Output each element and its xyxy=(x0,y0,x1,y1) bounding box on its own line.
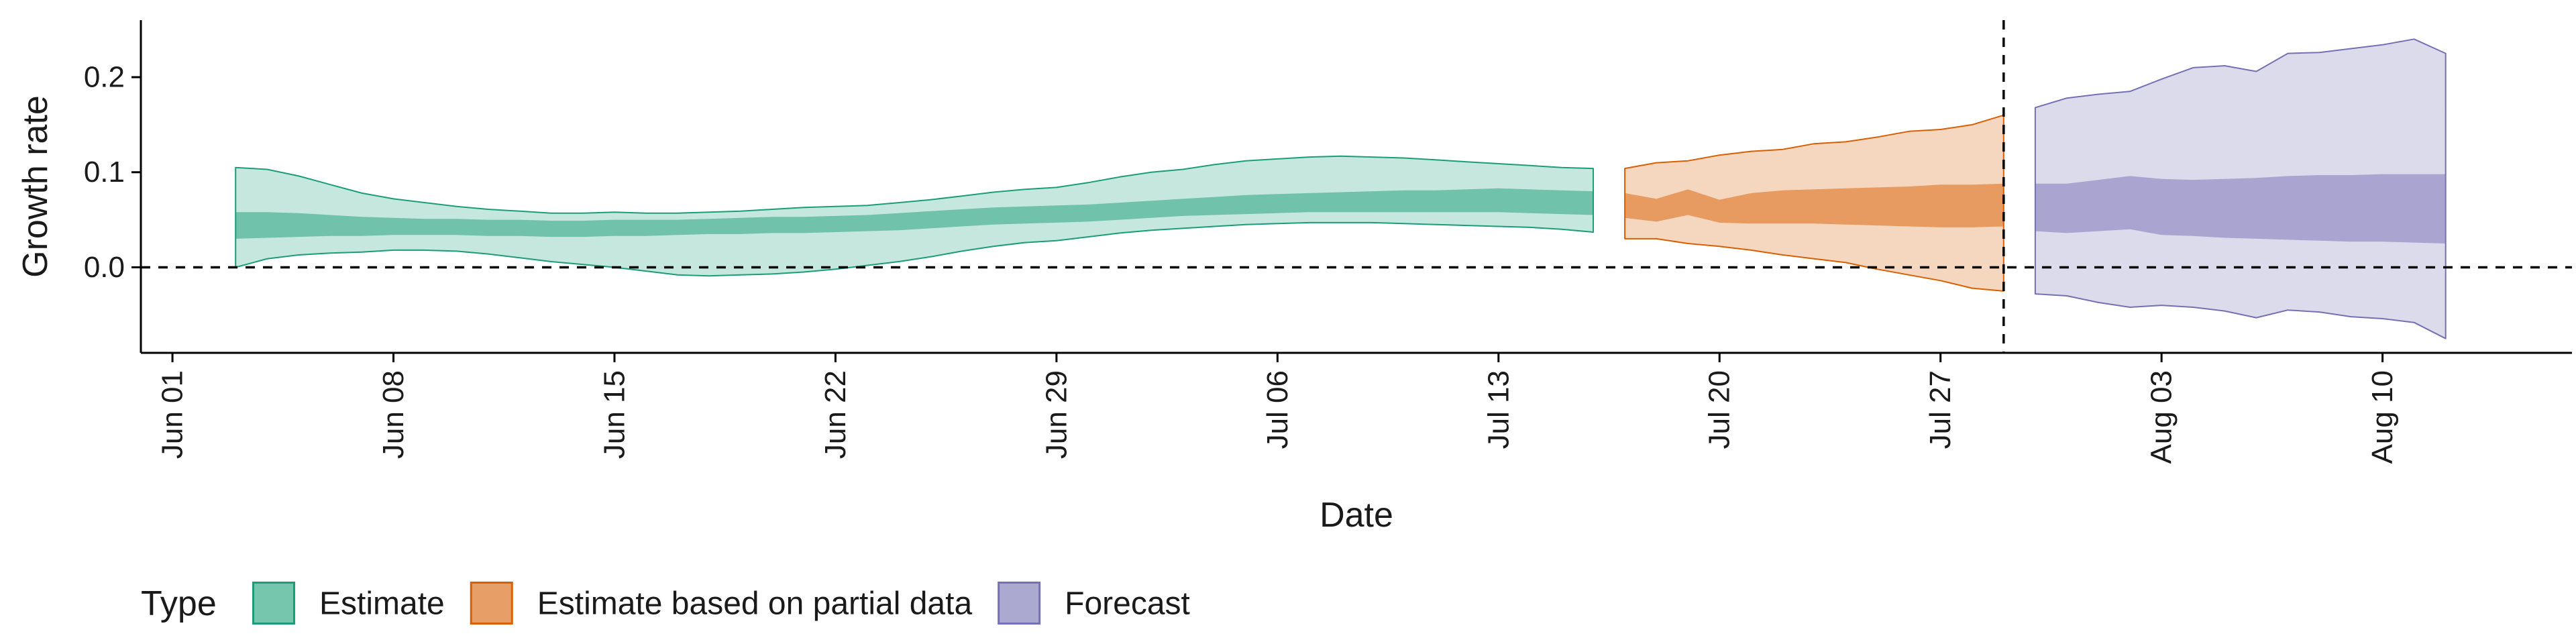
inner-band-estimate xyxy=(235,188,1594,239)
series-bands xyxy=(235,38,2447,339)
x-tick-label: Jun 01 xyxy=(156,370,189,459)
legend-item-forecast: Forecast xyxy=(998,582,1190,625)
legend-key-swatch xyxy=(252,582,295,625)
y-tick-label: 0.1 xyxy=(84,156,125,189)
y-axis-ticks: 0.0 0.1 0.2 xyxy=(84,61,141,284)
legend-key-swatch xyxy=(998,582,1041,625)
x-tick-label: Jul 06 xyxy=(1261,370,1294,449)
x-tick-label: Jun 22 xyxy=(819,370,852,459)
series-forecast xyxy=(2034,38,2447,339)
x-tick-label: Jun 08 xyxy=(377,370,410,459)
reference-lines xyxy=(141,20,2572,353)
series-estimate xyxy=(235,155,1594,277)
legend-item-estimate-based-on-partial-data: Estimate based on partial data xyxy=(470,582,973,625)
x-tick-label: Jul 20 xyxy=(1703,370,1736,449)
inner-band-estimate-based-on-partial-data xyxy=(1625,183,2004,227)
inner-band-forecast xyxy=(2035,174,2446,244)
y-axis-title: Growth rate xyxy=(16,95,55,278)
axes xyxy=(140,20,2572,354)
legend-label: Estimate based on partial data xyxy=(537,586,973,622)
legend-label: Estimate xyxy=(319,586,445,622)
legend-key-swatch xyxy=(470,582,513,625)
legend: Type Estimate Estimate based on partial da… xyxy=(141,582,1190,625)
x-axis-ticks: Jun 01 Jun 08 Jun 15 Jun 22 Jun 29 Jul 06 Jul … xyxy=(156,353,2399,464)
x-tick-label: Jul 27 xyxy=(1924,370,1957,449)
x-tick-label: Aug 10 xyxy=(2366,370,2399,464)
y-tick-label: 0.0 xyxy=(84,251,125,284)
x-tick-label: Jun 29 xyxy=(1040,370,1073,459)
legend-label: Forecast xyxy=(1065,586,1190,622)
x-tick-label: Aug 03 xyxy=(2145,370,2178,464)
legend-item-estimate: Estimate xyxy=(252,582,445,625)
x-axis-title: Date xyxy=(1320,496,1393,535)
legend-title: Type xyxy=(141,584,217,623)
x-tick-label: Jul 13 xyxy=(1482,370,1515,449)
y-tick-label: 0.2 xyxy=(84,61,125,94)
x-tick-label: Jun 15 xyxy=(598,370,631,459)
